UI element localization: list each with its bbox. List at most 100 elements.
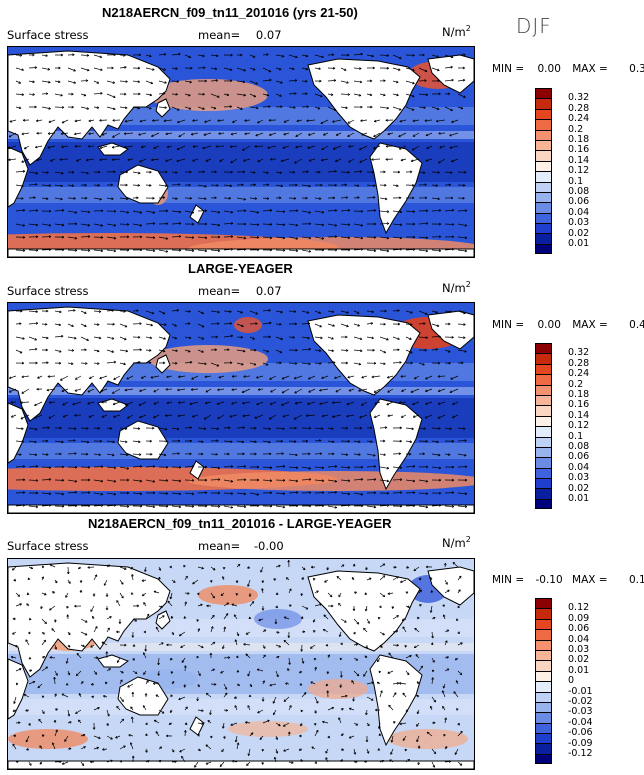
colorbar-swatch	[535, 108, 552, 120]
colorbar-tick-label: 0.24	[568, 368, 590, 380]
mean-label: mean=	[198, 539, 241, 553]
colorbar-tick-label: 0.04	[568, 461, 590, 473]
colorbar-tick-label: 0.1	[568, 175, 584, 187]
panel-title: LARGE-YEAGER	[188, 261, 293, 276]
colorbar-swatch	[535, 405, 552, 416]
colorbar-tick-label: 0.01	[568, 664, 590, 676]
season-label: DJF	[516, 14, 552, 38]
colorbar-swatch	[535, 426, 552, 437]
colorbar-swatch	[535, 446, 552, 458]
colorbar-tick-label: -0.01	[568, 685, 593, 697]
colorbar	[535, 343, 552, 510]
colorbar-tick-label: 0.06	[568, 623, 590, 635]
colorbar	[535, 88, 552, 255]
variable-label: Surface stress	[7, 28, 89, 42]
colorbar-tick-label: 0.18	[568, 134, 590, 145]
colorbar-tick-label: 0.16	[568, 144, 590, 156]
colorbar-swatch	[535, 712, 552, 723]
colorbar-tick-label: 0.06	[568, 196, 590, 208]
colorbar-swatch	[535, 223, 552, 234]
colorbar-tick-label: -0.06	[568, 727, 593, 739]
variable-label: Surface stress	[7, 284, 89, 298]
colorbar-swatch	[535, 681, 552, 692]
min-max-readout: MIN = -0.10 MAX = 0.10	[492, 574, 644, 586]
colorbar-tick-label: 0.32	[568, 347, 590, 359]
min-max-readout: MIN = 0.00 MAX = 0.31	[492, 63, 644, 75]
colorbar-tick-label: 0.03	[568, 217, 590, 229]
colorbar-swatch	[535, 691, 552, 702]
colorbar-swatch	[535, 498, 552, 510]
colorbar-swatch	[535, 436, 552, 447]
colorbar-swatch	[535, 98, 552, 109]
colorbar-swatch	[535, 478, 552, 489]
min-max-readout: MIN = 0.00 MAX = 0.40	[492, 319, 644, 331]
colorbar-tick-label: 0.16	[568, 399, 590, 411]
colorbar-tick-label: 0.2	[568, 378, 584, 390]
stress-field-svg	[8, 47, 474, 257]
colorbar-tick-label: -0.12	[568, 748, 593, 759]
colorbar-swatch	[535, 608, 552, 619]
colorbar-tick-label: 0.04	[568, 206, 590, 218]
colorbar-tick-label: 0.2	[568, 123, 584, 135]
colorbar-swatch	[535, 701, 552, 713]
panel-title: N218AERCN_f09_tn11_201016 (yrs 21-50)	[102, 5, 358, 20]
colorbar-tick-label: 0.14	[568, 409, 590, 421]
colorbar-swatch	[535, 160, 552, 172]
colorbar-tick-label: 0.18	[568, 389, 590, 400]
colorbar-swatch	[535, 670, 552, 682]
stress-map	[7, 302, 475, 514]
colorbar-swatch	[535, 129, 552, 140]
colorbar-swatch	[535, 212, 552, 224]
colorbar-swatch	[535, 202, 552, 213]
colorbar-swatch	[535, 374, 552, 385]
mean-label: mean=	[198, 28, 241, 42]
colorbar-swatch	[535, 119, 552, 130]
mean-value: -0.00	[253, 539, 284, 553]
colorbar-swatch	[535, 733, 552, 744]
colorbar-swatch	[535, 394, 552, 406]
colorbar-tick-label: 0.14	[568, 154, 590, 166]
colorbar-swatch	[535, 139, 552, 151]
stress-map	[7, 46, 475, 258]
colorbar-tick-label: 0.06	[568, 451, 590, 463]
colorbar-tick-label: 0.24	[568, 113, 590, 125]
colorbar-tick-label: 0.01	[568, 493, 590, 504]
colorbar-swatch	[535, 649, 552, 661]
colorbar-swatch	[535, 618, 552, 630]
colorbar-swatch	[535, 353, 552, 364]
colorbar-swatch	[535, 88, 552, 99]
colorbar-tick-label: 0.12	[568, 602, 590, 614]
colorbar-swatch	[535, 753, 552, 765]
stress-field-svg	[8, 559, 474, 769]
colorbar-tick-label: 0.01	[568, 238, 590, 249]
colorbar-swatch	[535, 384, 552, 395]
colorbar-swatch	[535, 488, 552, 499]
colorbar-swatch	[535, 243, 552, 255]
mean-value: 0.07	[255, 284, 282, 298]
colorbar-swatch	[535, 415, 552, 427]
colorbar-tick-label: 0.04	[568, 633, 590, 645]
colorbar-tick-label: 0.32	[568, 92, 590, 104]
colorbar-swatch	[535, 343, 552, 354]
colorbar-swatch	[535, 743, 552, 754]
colorbar-tick-label: 0.12	[568, 165, 590, 177]
colorbar-swatch	[535, 181, 552, 192]
colorbar-swatch	[535, 233, 552, 244]
colorbar-swatch	[535, 467, 552, 479]
panel-title: N218AERCN_f09_tn11_201016 - LARGE-YEAGER	[88, 516, 392, 531]
colorbar-swatch	[535, 191, 552, 203]
colorbar-tick-label: -0.03	[568, 706, 593, 718]
colorbar-swatch	[535, 722, 552, 734]
colorbar-tick-label: 0.08	[568, 186, 590, 197]
colorbar-swatch	[535, 660, 552, 671]
colorbar-swatch	[535, 457, 552, 468]
stress-map	[7, 558, 475, 770]
colorbar-swatch	[535, 639, 552, 650]
colorbar-tick-label: 0.02	[568, 227, 590, 239]
colorbar-swatch	[535, 150, 552, 161]
stress-field-svg	[8, 303, 474, 513]
colorbar	[535, 598, 552, 765]
variable-label: Surface stress	[7, 539, 89, 553]
colorbar-tick-label: 0.03	[568, 472, 590, 484]
colorbar-tick-label: -0.09	[568, 737, 593, 749]
